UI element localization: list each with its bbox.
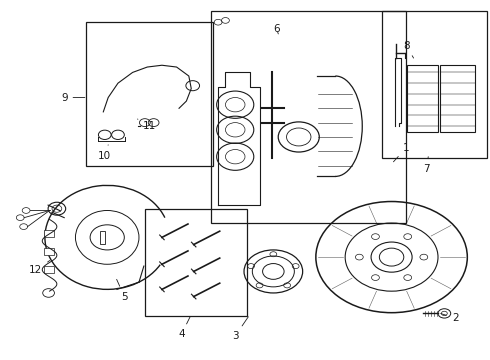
Text: 7: 7 xyxy=(423,157,430,174)
Text: 4: 4 xyxy=(178,317,190,339)
Text: 11: 11 xyxy=(138,119,156,131)
Bar xyxy=(44,266,54,273)
Bar xyxy=(44,230,54,237)
Text: 12: 12 xyxy=(29,261,50,275)
Bar xyxy=(407,65,438,132)
Bar xyxy=(44,248,54,255)
Text: 8: 8 xyxy=(403,41,414,58)
Bar xyxy=(382,12,487,158)
Text: 5: 5 xyxy=(117,279,127,302)
Text: 6: 6 xyxy=(273,24,280,35)
Bar xyxy=(441,65,475,132)
Text: 3: 3 xyxy=(232,317,248,341)
Bar xyxy=(211,12,406,223)
Text: 2: 2 xyxy=(441,313,459,323)
Bar xyxy=(100,231,105,244)
Bar xyxy=(145,209,247,316)
Text: 10: 10 xyxy=(98,145,111,161)
Text: 9: 9 xyxy=(61,93,85,103)
Text: 1: 1 xyxy=(393,143,410,162)
Bar xyxy=(86,22,213,166)
